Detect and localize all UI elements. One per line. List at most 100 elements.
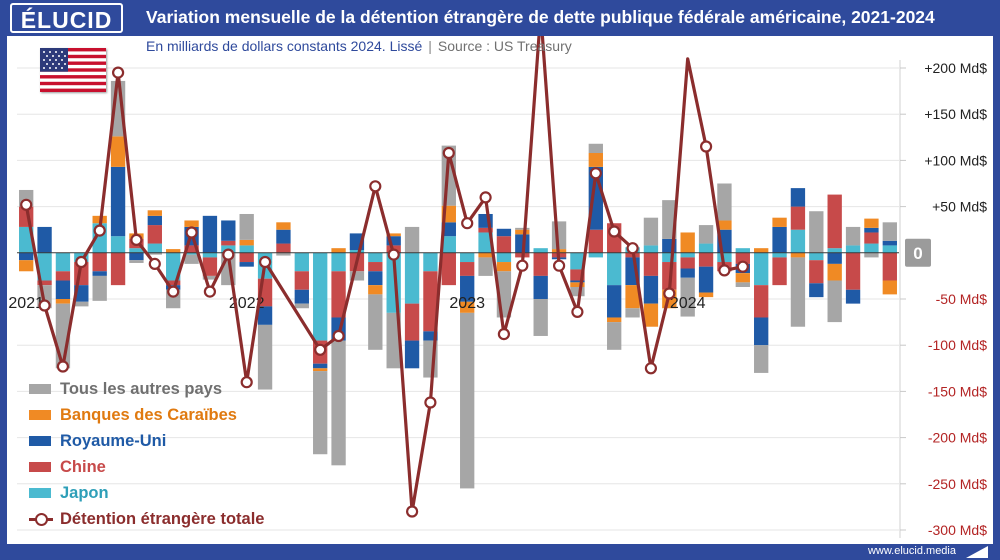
subtitle-text: En milliards de dollars constants 2024. … xyxy=(146,38,423,54)
bar-segment-others xyxy=(643,217,659,246)
bar-segment-china xyxy=(184,245,199,253)
bar-segment-china xyxy=(570,269,585,281)
bar-segment-others xyxy=(313,371,328,455)
bar-segment-uk xyxy=(790,188,806,207)
total-holdings-point xyxy=(240,376,253,389)
bar-segment-caribbean xyxy=(386,233,401,237)
bar-segment-uk xyxy=(19,252,34,261)
bar-segment-caribbean xyxy=(276,222,291,230)
bar-segment-china xyxy=(331,271,346,318)
bar-segment-others xyxy=(202,275,218,280)
bar-segment-caribbean xyxy=(368,285,383,295)
bar-segment-japan xyxy=(754,252,769,286)
bar-segment-others xyxy=(257,324,273,390)
bar-segment-uk xyxy=(533,275,548,299)
legend-marker-total xyxy=(35,513,48,526)
bar-segment-uk xyxy=(809,283,824,298)
bar-segment-caribbean xyxy=(331,248,346,253)
bar-segment-china xyxy=(754,285,769,318)
bar-segment-others xyxy=(809,211,824,253)
bar-segment-japan xyxy=(184,252,199,255)
bar-segment-caribbean xyxy=(184,220,199,227)
elucid-mark-icon xyxy=(966,546,988,558)
bar-segment-china xyxy=(845,252,861,290)
bar-segment-uk xyxy=(496,228,512,237)
bar-segment-japan xyxy=(37,252,52,281)
bar-segment-japan xyxy=(680,252,695,258)
bar-segment-caribbean xyxy=(827,263,842,281)
chart-subtitle: En milliards de dollars constants 2024. … xyxy=(146,38,572,54)
bar-segment-japan xyxy=(166,252,181,281)
bar-segment-others xyxy=(239,213,254,240)
bar-segment-china xyxy=(221,240,236,246)
bar-segment-uk xyxy=(257,306,273,325)
bar-segment-china xyxy=(166,280,181,286)
legend-label-china: Chine xyxy=(60,458,106,476)
bar-segment-uk xyxy=(845,289,861,304)
bar-segment-japan xyxy=(588,252,603,258)
bar-segment-others xyxy=(717,183,732,221)
bar-segment-uk xyxy=(368,271,383,286)
y-tick-label: -100 Md$ xyxy=(928,337,987,353)
total-holdings-point xyxy=(424,396,437,409)
bar-segment-japan xyxy=(19,226,34,253)
bar-segment-others xyxy=(827,280,842,323)
bar-segment-others xyxy=(864,252,879,258)
bar-segment-china xyxy=(864,232,879,244)
total-holdings-point xyxy=(461,217,474,230)
bar-segment-uk xyxy=(221,220,236,241)
bar-segment-others xyxy=(607,322,622,350)
bar-segment-japan xyxy=(478,232,493,253)
bar-segment-china xyxy=(110,252,126,286)
total-holdings-point xyxy=(608,225,621,238)
bar-segment-others xyxy=(349,271,365,281)
bar-segment-caribbean xyxy=(643,303,659,327)
legend-swatch-japan xyxy=(29,488,51,498)
bar-segment-caribbean xyxy=(680,232,695,253)
chart-plot: 2021 2022 2023 2024 +200 Md$ +150 Md$ +100 Md$… xyxy=(8,36,993,544)
bar-segment-caribbean xyxy=(735,273,750,283)
bar-segment-uk xyxy=(864,227,879,233)
bar-segment-caribbean xyxy=(698,292,714,298)
bar-segment-uk xyxy=(643,275,659,304)
bar-segment-japan xyxy=(441,236,456,253)
bar-segment-japan xyxy=(698,243,714,253)
bar-segment-japan xyxy=(496,252,512,263)
total-holdings-point xyxy=(663,287,676,300)
x-tick-label: 2023 xyxy=(449,295,485,312)
total-holdings-point xyxy=(699,140,713,153)
bar-segment-japan xyxy=(533,248,548,253)
bar-segment-caribbean xyxy=(790,252,806,258)
bar-segment-china xyxy=(882,252,897,281)
bar-segment-china xyxy=(698,252,714,267)
bar-segment-japan xyxy=(790,229,806,253)
website-link[interactable]: www.elucid.media xyxy=(867,545,956,557)
total-holdings-point xyxy=(718,264,731,277)
total-holdings-point xyxy=(314,343,327,356)
total-holdings-point xyxy=(552,259,566,272)
bar-segment-china xyxy=(55,271,71,281)
total-holdings-point xyxy=(589,167,602,180)
bar-segment-uk xyxy=(441,222,456,237)
bar-segment-uk xyxy=(404,340,420,369)
total-holdings-point xyxy=(93,224,106,237)
total-holdings-point xyxy=(479,191,492,204)
bar-segment-others xyxy=(368,294,383,350)
bar-segment-uk xyxy=(882,240,897,246)
bar-segment-uk xyxy=(754,317,769,346)
chart-title: Variation mensuelle de la détention étra… xyxy=(146,7,935,27)
bar-segment-caribbean xyxy=(882,280,897,295)
total-holdings-point xyxy=(222,248,235,261)
bar-segment-japan xyxy=(460,252,475,263)
bar-segment-china xyxy=(643,252,659,276)
legend-label-caribbean: Banques des Caraïbes xyxy=(60,406,237,424)
chart-panel: 2021 2022 2023 2024 +200 Md$ +150 Md$ +100 Md$… xyxy=(7,36,993,544)
bar-segment-china xyxy=(735,252,750,264)
footer-bar: www.elucid.media xyxy=(0,544,1000,560)
bar-segment-japan xyxy=(643,245,659,253)
bar-segment-japan xyxy=(864,243,879,253)
bar-segment-japan xyxy=(129,248,144,253)
bar-segment-uk xyxy=(129,252,144,261)
bar-segment-uk xyxy=(276,229,291,244)
x-tick-label: 2022 xyxy=(229,295,265,312)
